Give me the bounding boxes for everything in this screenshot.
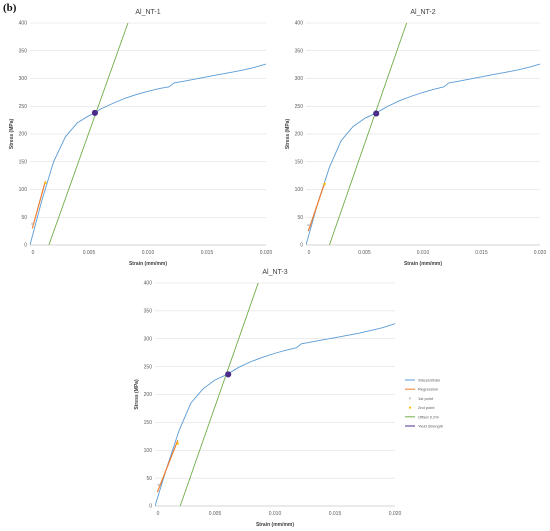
y-tick-label: 200 xyxy=(295,132,304,138)
chart-panel-2: 0 50 100 150 200 250 300 350 400 0 0.005 0.010 0.015… xyxy=(285,9,546,267)
2nd-point-marker xyxy=(44,181,47,185)
x-tick-label: 0 xyxy=(308,250,311,256)
x-tick-label: 0.015 xyxy=(329,511,342,517)
y-tick-label: 50 xyxy=(21,215,27,221)
legend-swatch-1st-point xyxy=(408,397,412,400)
y-axis-title: Stress (MPa) xyxy=(285,119,291,150)
yield-strength-marker xyxy=(91,109,98,116)
stress-strain-line xyxy=(155,323,395,506)
y-tick-label: 300 xyxy=(19,76,28,82)
y-tick-label: 350 xyxy=(19,48,28,54)
legend: Stress/strain Regression 1st point 2nd poin… xyxy=(405,378,443,429)
y-tick-label: 300 xyxy=(144,336,153,342)
stress-strain-line xyxy=(306,63,540,245)
legend-label-yield-strength: Yield Strength xyxy=(418,424,443,429)
y-tick-label: 50 xyxy=(146,476,152,482)
y-axis-title: Stress (MPa) xyxy=(9,119,15,150)
y-axis-title: Stress (MPa) xyxy=(134,379,140,410)
x-tick-label: 0.015 xyxy=(201,250,214,256)
1st-point-marker xyxy=(157,483,160,487)
y-tick-label: 100 xyxy=(144,448,153,454)
y-tick-label: 0 xyxy=(149,504,152,510)
y-tick-label: 300 xyxy=(295,76,304,82)
y-tick-label: 400 xyxy=(144,281,153,287)
legend-label-2nd-point: 2nd point xyxy=(418,405,435,410)
y-tick-label: 150 xyxy=(19,159,28,165)
x-tick-label: 0.010 xyxy=(417,250,430,256)
yield-strength-marker xyxy=(225,371,232,378)
x-axis-title: Strain (mm/mm) xyxy=(404,261,442,267)
y-tick-label: 350 xyxy=(144,309,153,315)
x-tick-label: 0.005 xyxy=(209,511,222,517)
y-tick-label: 0 xyxy=(300,243,303,249)
x-tick-label: 0.005 xyxy=(358,250,371,256)
y-tick-label: 200 xyxy=(144,392,153,398)
y-tick-label: 250 xyxy=(144,364,153,370)
offset-0-2-line xyxy=(48,22,129,245)
x-tick-label: 0.020 xyxy=(260,250,273,256)
x-tick-label: 0.010 xyxy=(142,250,155,256)
plot-area xyxy=(30,22,266,245)
x-tick-label: 0.020 xyxy=(534,250,547,256)
2nd-point-marker xyxy=(176,442,179,445)
y-tick-label: 100 xyxy=(19,187,28,193)
y-tick-label: 150 xyxy=(295,159,304,165)
y-tick-label: 200 xyxy=(19,132,28,138)
x-axis-title: Strain (mm/mm) xyxy=(129,261,167,267)
x-tick-label: 0.005 xyxy=(83,250,96,256)
offset-0-2-line xyxy=(328,22,408,245)
y-tick-label: 0 xyxy=(24,243,27,249)
panel-label: (b) xyxy=(3,2,17,14)
chart-panel-3: 0 50 100 150 200 250 300 350 400 0 0.005 0.010 0.015… xyxy=(134,269,401,528)
x-tick-label: 0.010 xyxy=(269,511,282,517)
x-tick-label: 0.020 xyxy=(389,511,402,517)
yield-strength-marker xyxy=(373,110,380,117)
y-tick-label: 250 xyxy=(295,104,304,110)
regression-line xyxy=(31,181,46,229)
regression-line xyxy=(307,182,326,232)
2nd-point-marker xyxy=(323,182,326,186)
chart-title: Al_NT-1 xyxy=(135,9,160,16)
y-tick-label: 250 xyxy=(19,104,28,110)
x-tick-label: 0 xyxy=(32,250,35,256)
y-tick-label: 100 xyxy=(295,187,304,193)
plot-area xyxy=(155,282,395,506)
y-tick-label: 50 xyxy=(297,215,303,221)
y-tick-label: 400 xyxy=(295,21,304,27)
y-tick-label: 400 xyxy=(19,21,28,27)
offset-0-2-line xyxy=(179,282,259,506)
legend-label-regression: Regression xyxy=(418,387,438,392)
legend-swatch-2nd-point xyxy=(408,406,412,409)
legend-label-offset-0-2: Offset 0.2% xyxy=(418,414,439,419)
x-axis-title: Strain (mm/mm) xyxy=(256,522,294,528)
stress-strain-line xyxy=(30,63,266,245)
y-tick-label: 350 xyxy=(295,48,304,54)
x-tick-label: 0 xyxy=(157,511,160,517)
chart-panel-1: 0 50 100 150 200 250 300 350 400 0 0.005 0.010 0.015… xyxy=(9,9,272,267)
1st-point-marker xyxy=(31,222,34,226)
legend-label-1st-point: 1st point xyxy=(418,396,434,401)
1st-point-marker xyxy=(307,223,310,227)
regression-line xyxy=(156,440,179,493)
legend-label-stress-strain: Stress/strain xyxy=(418,378,440,383)
chart-title: Al_NT-2 xyxy=(410,9,435,16)
chart-title: Al_NT-3 xyxy=(262,269,287,276)
y-tick-label: 150 xyxy=(144,420,153,426)
x-tick-label: 0.015 xyxy=(475,250,488,256)
